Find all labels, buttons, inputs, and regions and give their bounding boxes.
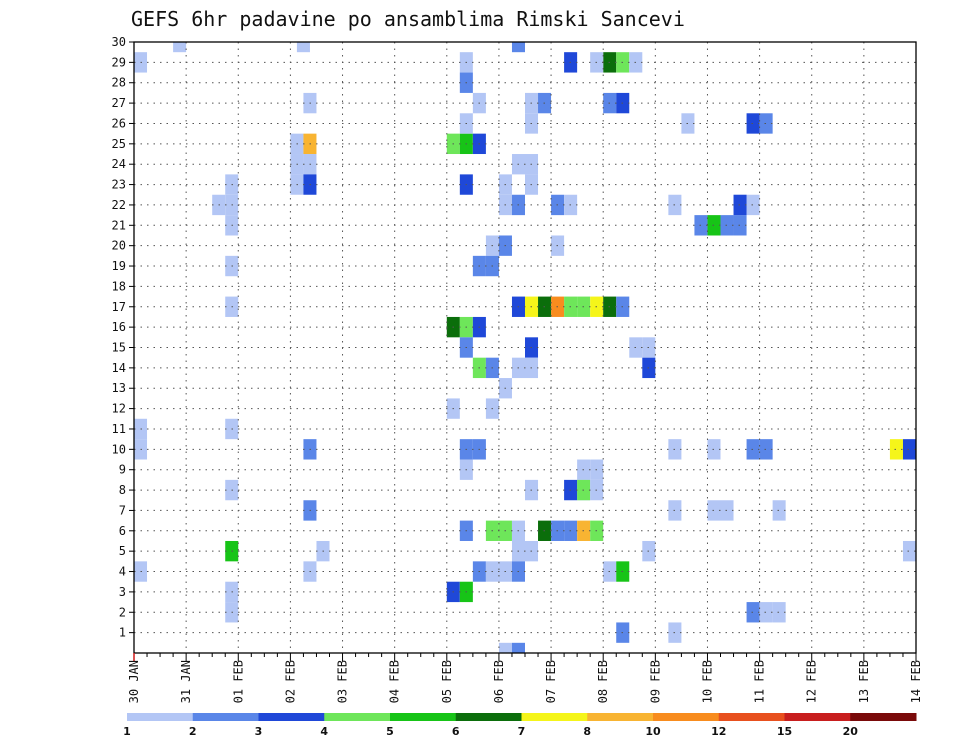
precip-cell: [746, 602, 760, 623]
colorbar-label: 12: [711, 725, 726, 738]
y-tick-label: 12: [112, 402, 126, 416]
y-tick-label: 25: [112, 137, 126, 151]
x-tick-label: 31 JAN: [179, 660, 193, 703]
colorbar-swatch: [127, 713, 194, 721]
y-tick-label: 10: [112, 442, 126, 456]
y-tick-label: 22: [112, 198, 126, 212]
y-tick-label: 28: [112, 76, 126, 90]
precip-cell: [746, 439, 760, 460]
precip-cell: [746, 194, 760, 216]
y-tick-label: 5: [119, 544, 126, 558]
y-tick-label: 27: [112, 96, 126, 110]
precip-cell: [720, 215, 734, 236]
x-tick-label: 05 FEB: [440, 660, 454, 703]
colorbar-label: 20: [843, 725, 859, 738]
x-tick-label: 14 FEB: [909, 660, 923, 703]
precip-cell: [746, 113, 760, 134]
x-tick-label: 03 FEB: [336, 660, 350, 703]
colorbar-label: 15: [777, 725, 792, 738]
y-tick-label: 18: [112, 279, 126, 293]
y-axis: 1234567891011121314151617181920212223242…: [112, 35, 134, 640]
y-tick-label: 3: [119, 585, 126, 599]
precip-cell: [733, 194, 747, 216]
colorbar-label: 7: [518, 725, 526, 738]
x-tick-label: 01 FEB: [231, 660, 245, 703]
colorbar-swatch: [718, 713, 785, 721]
precip-cell: [772, 602, 786, 623]
chart-title: GEFS 6hr padavine po ansamblima Rimski S…: [131, 7, 685, 31]
y-tick-label: 24: [112, 157, 126, 171]
x-tick-label: 09 FEB: [648, 660, 662, 703]
precip-cell: [759, 439, 773, 460]
colorbar-label: 2: [189, 725, 197, 738]
precip-cell: [902, 540, 916, 562]
colorbar-label: 6: [452, 725, 460, 738]
y-tick-label: 29: [112, 55, 126, 69]
x-tick-label: 08 FEB: [596, 660, 610, 703]
colorbar-swatch: [784, 713, 851, 721]
y-tick-label: 1: [119, 626, 126, 640]
x-tick-label: 07 FEB: [544, 660, 558, 703]
precip-cell: [511, 42, 525, 53]
colorbar-swatch: [850, 713, 917, 721]
precip-cell: [759, 602, 773, 623]
x-tick-label: 04 FEB: [388, 660, 402, 703]
y-tick-label: 4: [119, 565, 126, 579]
precip-cell: [733, 215, 747, 236]
y-tick-label: 7: [119, 503, 126, 517]
precip-cell: [889, 439, 903, 460]
colorbar-swatch: [653, 713, 720, 721]
precip-cell: [511, 642, 525, 653]
y-tick-label: 17: [112, 300, 126, 314]
y-tick-label: 6: [119, 524, 126, 538]
colorbar-swatch: [587, 713, 654, 721]
precip-cell: [296, 42, 310, 53]
y-tick-label: 11: [112, 422, 126, 436]
x-tick-label: 02 FEB: [283, 660, 297, 703]
precip-cell: [173, 42, 187, 53]
colorbar-label: 3: [255, 725, 263, 738]
x-tick-label: 11 FEB: [753, 660, 767, 703]
y-tick-label: 8: [119, 483, 126, 497]
colorbar-swatch: [324, 713, 391, 721]
precip-cell: [759, 113, 773, 134]
y-tick-label: 19: [112, 259, 126, 273]
colorbar: 1 2 3 4 5 6 7 8 10 12 15 20: [123, 713, 917, 738]
precip-cell: [772, 500, 786, 521]
x-tick-label: 30 JAN: [127, 660, 141, 703]
x-tick-label: 10 FEB: [700, 660, 714, 703]
y-tick-label: 15: [112, 341, 126, 355]
y-tick-label: 16: [112, 320, 126, 334]
y-tick-label: 21: [112, 218, 126, 232]
precip-cell: [720, 500, 734, 521]
y-tick-label: 26: [112, 116, 126, 130]
colorbar-swatch: [192, 713, 259, 721]
precip-cell: [902, 439, 916, 460]
colorbar-label: 8: [583, 725, 591, 738]
colorbar-swatch: [390, 713, 457, 721]
colorbar-label: 5: [386, 725, 394, 738]
y-tick-label: 9: [119, 463, 126, 477]
precip-cell: [498, 642, 512, 653]
y-tick-label: 13: [112, 381, 126, 395]
colorbar-swatch: [521, 713, 588, 721]
y-tick-label: 23: [112, 178, 126, 192]
y-tick-label: 14: [112, 361, 126, 375]
x-tick-label: 12 FEB: [805, 660, 819, 703]
colorbar-swatch: [258, 713, 325, 721]
y-tick-label: 2: [119, 605, 126, 619]
colorbar-label: 4: [320, 725, 328, 738]
x-tick-label: 13 FEB: [857, 660, 871, 703]
y-tick-label: 20: [112, 239, 126, 253]
colorbar-label: 1: [123, 725, 131, 738]
colorbar-label: 10: [645, 725, 661, 738]
colorbar-swatch: [455, 713, 522, 721]
y-tick-label: 30: [112, 35, 126, 49]
x-axis: 30 JAN 31 JAN 01 FEB 02 FEB 03 FEB 04 FEB 05 F…: [127, 653, 923, 703]
x-tick-label: 06 FEB: [492, 660, 506, 703]
